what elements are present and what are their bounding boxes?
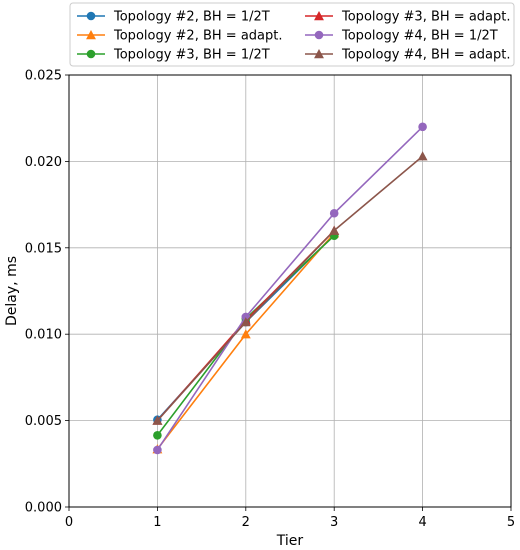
data-point [418,122,427,132]
legend-marker [86,30,96,40]
legend-item: Topology #4, BH = 1/2T [305,29,498,44]
data-point [153,430,162,440]
y-axis-label: Delay, ms [4,256,20,326]
data-point [329,225,340,235]
legend-item: Topology #2, BH = 1/2T [77,10,270,25]
y-tick-label: 0.005 [25,414,62,429]
plot-frame [68,74,512,508]
series [152,151,428,425]
data-point [240,329,251,339]
axis-ticks: 0 1 2 3 4 5 0.000 0.005 0.010 0.015 0.020 0.025 [25,69,515,531]
x-tick-label: 2 [242,515,250,530]
series [153,122,427,455]
x-axis-label: Tier [276,533,304,549]
legend-item: Topology #3, BH = 1/2T [77,48,270,63]
x-tick-label: 0 [65,515,73,530]
data-point [153,445,162,455]
y-tick-label: 0.000 [25,501,62,516]
data-point [152,415,163,425]
legend-label: Topology #3, BH = 1/2T [113,48,270,63]
legend-box [69,2,515,67]
series-line [156,155,424,422]
x-tick-label: 3 [330,515,338,530]
y-tick-label: 0.015 [25,241,62,256]
data-point [417,151,428,161]
data-point [329,208,339,218]
y-tick-label: 0.010 [25,328,62,343]
legend-label: Topology #4, BH = 1/2T [341,29,498,44]
x-tick-label: 5 [507,515,515,530]
legend-marker [314,30,324,40]
legend-marker [314,49,324,59]
legend-marker [314,11,324,21]
legend-label: Topology #3, BH = adapt. [341,10,510,25]
legend-item: Topology #3, BH = adapt. [305,10,510,25]
legend-item: Topology #4, BH = adapt. [305,48,510,63]
legend-label: Topology #2, BH = adapt. [113,29,282,44]
y-tick-label: 0.020 [25,155,62,170]
data-point [240,317,251,327]
y-tick-label: 0.025 [25,69,62,84]
legend: Topology #2, BH = 1/2T Topology #2, BH = … [69,2,515,67]
legend-label: Topology #2, BH = 1/2T [113,10,270,25]
x-tick-label: 1 [153,515,161,530]
series-line [156,126,424,451]
series-lines [152,122,428,455]
x-tick-label: 4 [418,515,426,530]
legend-item: Topology #2, BH = adapt. [77,29,282,44]
grid [68,74,512,508]
legend-marker [86,11,96,21]
legend-label: Topology #4, BH = adapt. [341,48,510,63]
legend-marker [86,49,96,59]
